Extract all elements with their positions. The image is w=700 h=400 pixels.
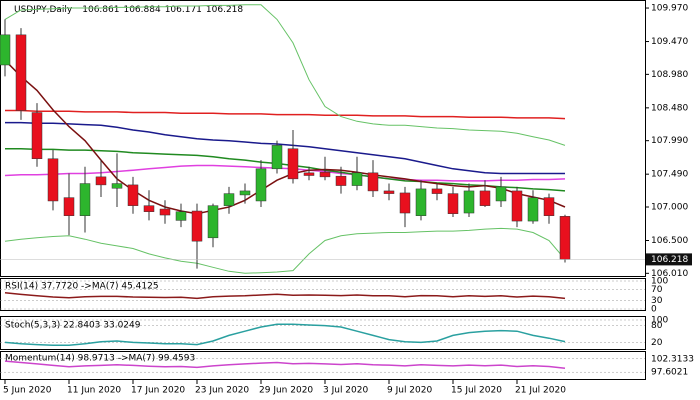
y-tick-label: 106.500 [651, 236, 688, 246]
x-tick-label: 9 Jul 2020 [387, 386, 432, 396]
overlay-line [5, 147, 566, 192]
candle-body [95, 176, 107, 186]
last-price-box [646, 253, 692, 266]
candle-body [271, 145, 283, 170]
high-value: 106.884 [123, 5, 160, 15]
y-tick-label: 107.490 [651, 170, 688, 180]
candle-body [223, 193, 235, 206]
candle-body [239, 190, 251, 196]
x-tick-label: 11 Jun 2020 [67, 386, 121, 396]
indicator-line [4, 323, 566, 346]
indicator-label: RSI(14) 37.7720 ->MA(7) 45.4125 [5, 282, 159, 292]
indicator-label: Momentum(14) 98.9713 ->MA(7) 99.4593 [5, 354, 195, 364]
candle-body [47, 158, 59, 202]
overlay-line [5, 121, 565, 175]
candle-body [527, 197, 539, 222]
x-tick-label: 23 Jun 2020 [195, 386, 249, 396]
x-tick-label: 21 Jul 2020 [515, 386, 566, 396]
overlay-line [4, 164, 566, 182]
indicator-tick-label: 102.3133 [651, 354, 694, 364]
main-panel [0, 0, 646, 277]
candle-body [0, 34, 11, 66]
low-value: 106.171 [165, 5, 202, 15]
indicator-tick-label: 97.6021 [651, 368, 688, 378]
overlay-line [4, 4, 566, 146]
overlay-line [5, 109, 566, 120]
indicator-tick-label: 20 [651, 338, 663, 348]
candle-body [367, 172, 379, 192]
candle-body [159, 208, 171, 216]
x-tick-label: 17 Jun 2020 [131, 386, 185, 396]
candle-body [175, 211, 187, 221]
rsi-panel [0, 278, 646, 311]
candle-body [191, 210, 203, 242]
y-tick-label: 107.990 [651, 136, 688, 146]
candle-body [127, 184, 139, 206]
candle-body [255, 168, 267, 202]
candle-body [351, 172, 363, 186]
indicator-line [4, 292, 566, 300]
x-tick-label: 15 Jul 2020 [451, 386, 502, 396]
candle-body [79, 183, 91, 216]
y-tick-label: 109.970 [651, 4, 688, 14]
candle-body [111, 183, 123, 189]
candle-body [383, 190, 395, 194]
candle-body [287, 148, 299, 180]
candle-body [495, 186, 507, 202]
y-tick-label: 107.000 [651, 203, 688, 213]
candle-body [511, 190, 523, 222]
open-value: 106.861 [82, 5, 119, 15]
candle-body [63, 197, 75, 216]
candle-body [559, 216, 571, 260]
candle-body [303, 172, 315, 176]
indicator-tick-label: 70 [651, 285, 663, 295]
indicator-tick-label: 100 [651, 316, 668, 326]
indicator-tick-label: 30 [651, 296, 663, 306]
stoch-panel [0, 316, 646, 350]
candle-body [463, 190, 475, 214]
candle-body [319, 171, 331, 178]
x-tick-label: 5 Jun 2020 [3, 386, 52, 396]
x-tick-label: 3 Jul 2020 [323, 386, 368, 396]
candle-body [207, 205, 219, 239]
overlay-line [4, 227, 566, 274]
y-tick-label: 108.480 [651, 103, 688, 113]
candle-body [415, 188, 427, 216]
indicator-label: Stoch(5,3,3) 22.8403 33.0249 [5, 321, 141, 331]
momentum-panel [0, 351, 646, 380]
y-tick-label: 109.470 [651, 37, 688, 47]
candle-body [479, 190, 491, 206]
indicator-tick-label: 100 [651, 277, 668, 287]
overlay-line [4, 59, 566, 215]
x-tick-label: 29 Jun 2020 [259, 386, 313, 396]
indicator-line [4, 360, 566, 370]
candle-body [543, 197, 555, 216]
y-tick-label: 106.010 [651, 269, 688, 279]
candle-body [31, 112, 43, 160]
last-price-label: 106.218 [651, 255, 688, 265]
indicator-tick-label: 80 [651, 321, 663, 331]
candle-body [15, 34, 27, 111]
y-tick-label: 108.980 [651, 70, 688, 80]
indicator-tick-label: 0 [651, 305, 657, 315]
candle-body [447, 193, 459, 214]
candle-body [335, 175, 347, 186]
candle-body [143, 205, 155, 212]
candle-body [431, 188, 443, 194]
close-value: 106.218 [206, 5, 243, 15]
candle-body [399, 192, 411, 214]
